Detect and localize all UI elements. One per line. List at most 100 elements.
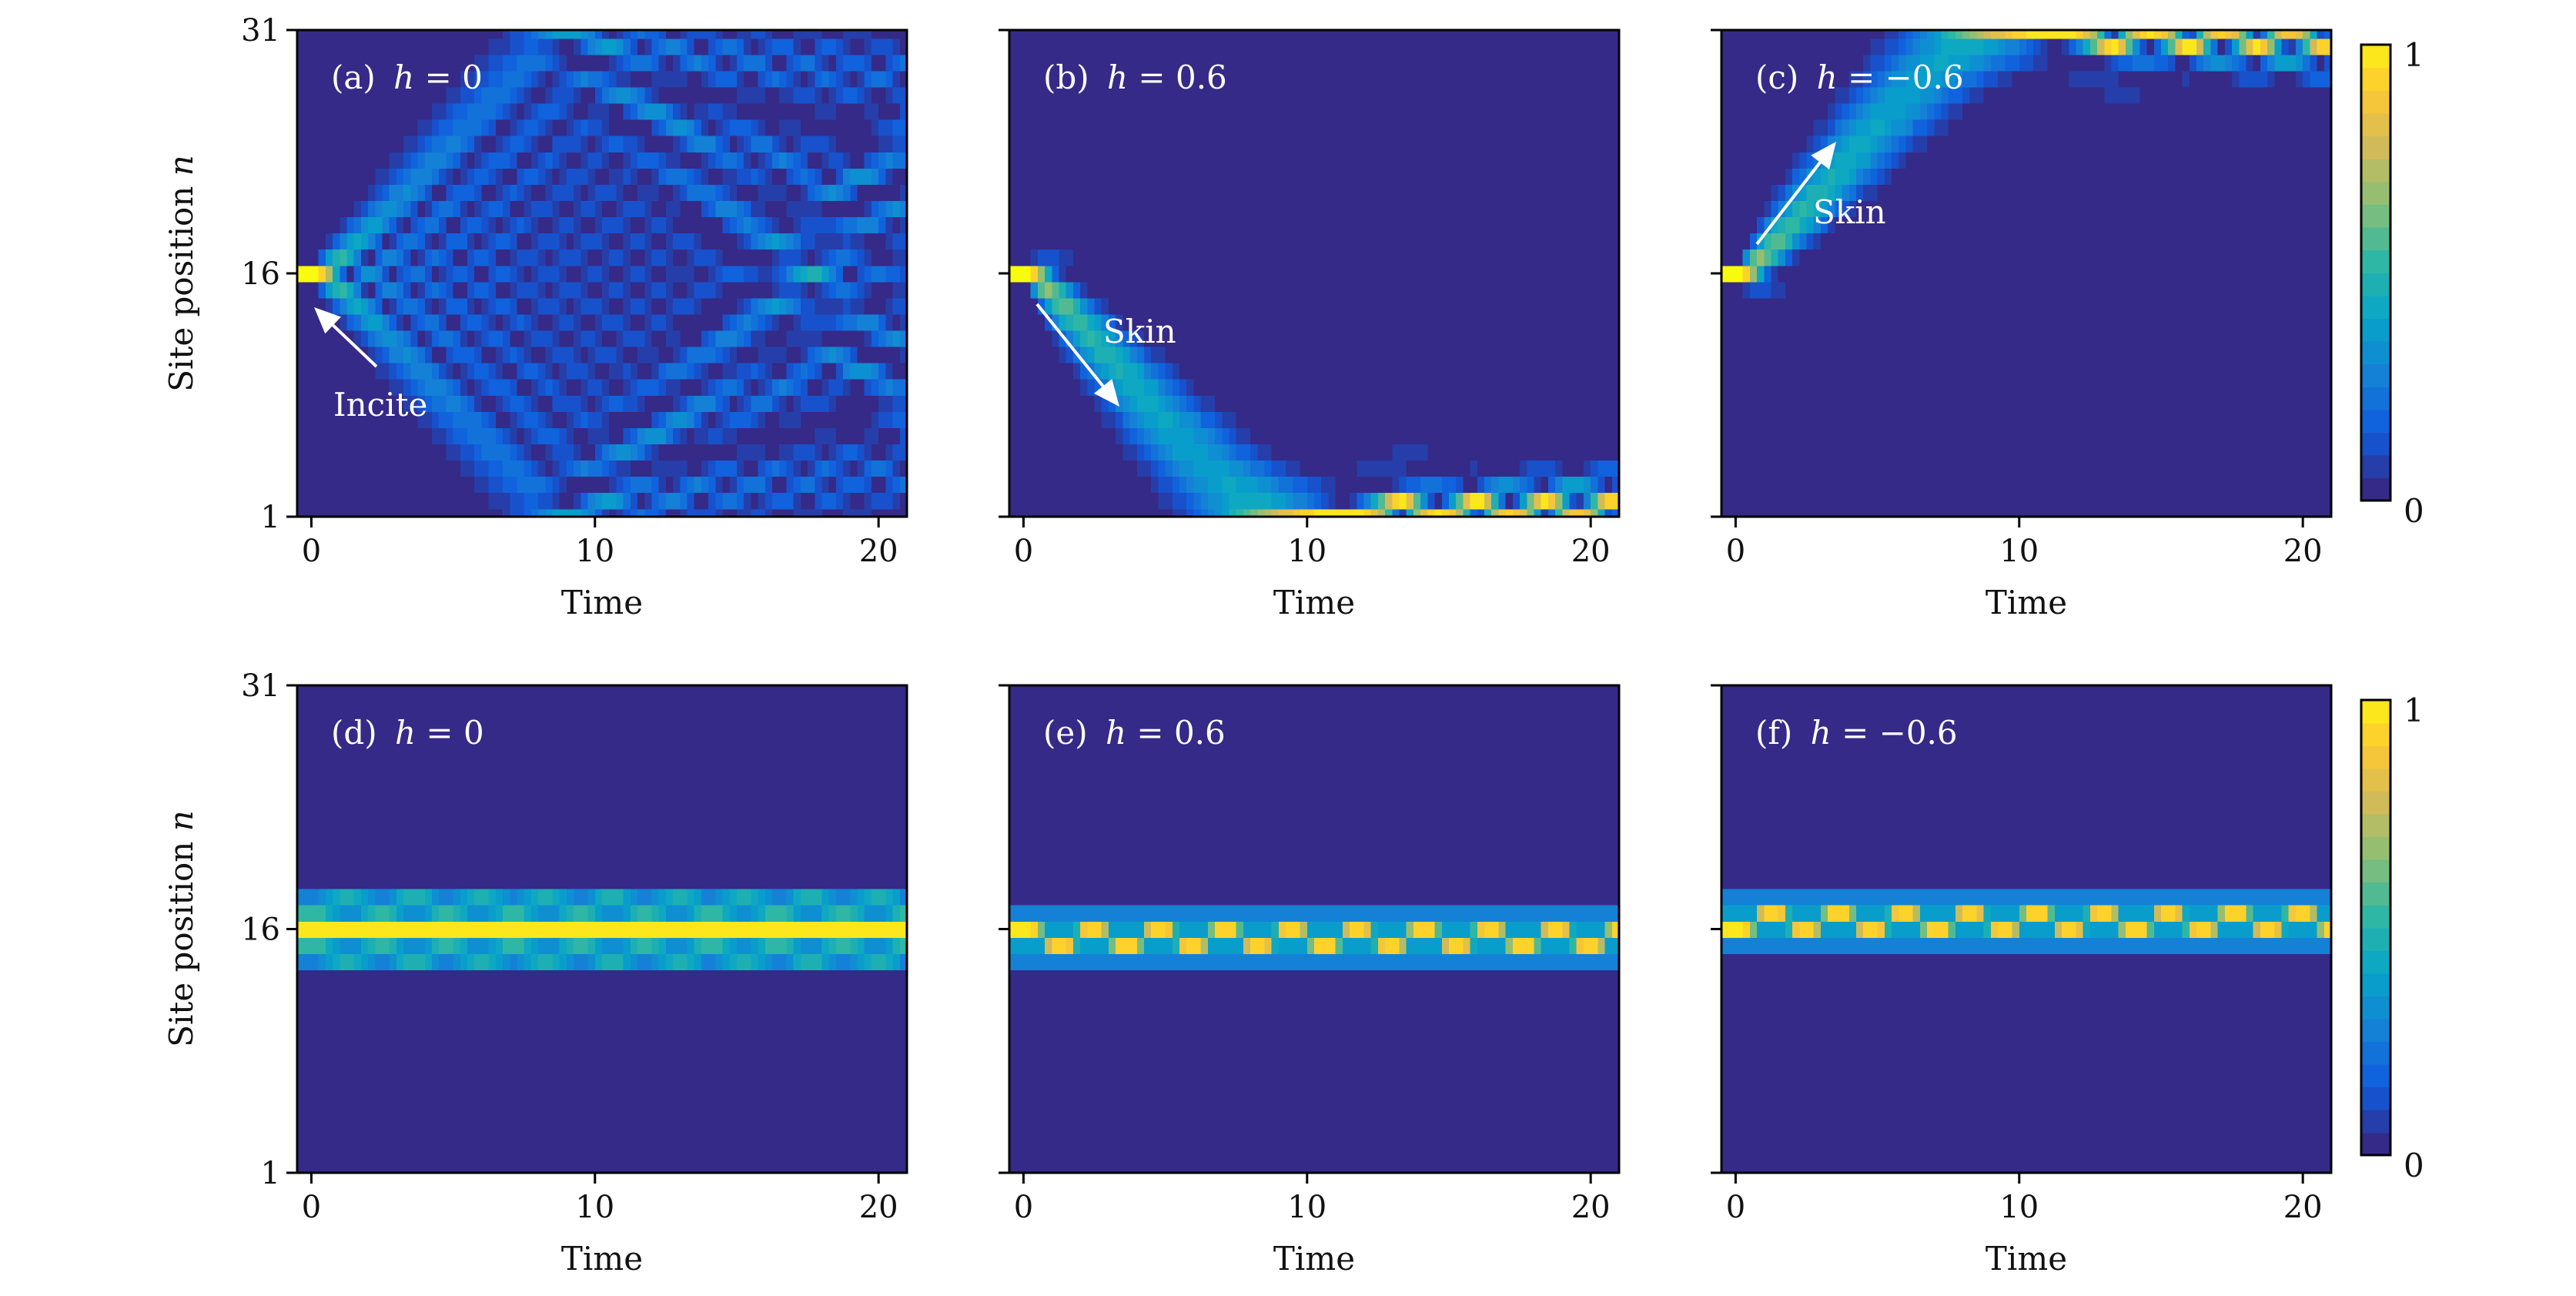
heatmap-cell <box>559 330 567 347</box>
heatmap-cell <box>1342 281 1350 299</box>
heatmap-cell <box>658 152 667 169</box>
heatmap-cell <box>815 297 823 315</box>
heatmap-cell <box>1392 265 1400 283</box>
heatmap-cell <box>1286 411 1294 428</box>
heatmap-cell <box>1179 152 1188 169</box>
heatmap-cell <box>793 330 801 347</box>
heatmap-cell <box>871 460 879 477</box>
heatmap-cell <box>800 119 808 136</box>
heatmap-cell <box>1222 119 1230 136</box>
heatmap-cell <box>530 508 539 517</box>
heatmap-cell <box>878 492 887 510</box>
heatmap-cell <box>828 233 837 250</box>
heatmap-cell <box>772 86 781 104</box>
heatmap-cell <box>1193 313 1202 331</box>
heatmap-cell <box>1456 265 1464 283</box>
heatmap-cell <box>1236 346 1244 363</box>
heatmap-cell <box>1385 152 1393 169</box>
heatmap-cell <box>495 346 503 363</box>
heatmap-cell <box>488 86 497 104</box>
heatmap-cell <box>1222 476 1230 494</box>
heatmap-cell <box>786 102 795 120</box>
heatmap-cell <box>843 184 851 201</box>
heatmap-cell <box>1087 460 1096 477</box>
heatmap-cell <box>368 233 376 250</box>
heatmap-cell <box>424 54 433 72</box>
heatmap-cell <box>1158 476 1166 494</box>
heatmap-cell <box>439 297 447 315</box>
heatmap-cell <box>899 135 907 152</box>
heatmap-cell <box>1420 184 1429 201</box>
heatmap-cell <box>417 30 426 39</box>
heatmap-cell <box>1427 492 1436 510</box>
heatmap-cell <box>1080 330 1089 347</box>
heatmap-cell <box>623 395 631 412</box>
heatmap-cell <box>616 38 624 55</box>
heatmap-cell <box>1463 378 1471 396</box>
heatmap-cell <box>1335 395 1343 412</box>
heatmap-cell <box>318 444 326 461</box>
heatmap-cell <box>1377 508 1386 517</box>
heatmap-cell <box>1314 38 1323 55</box>
heatmap-cell <box>850 38 858 55</box>
heatmap-cell <box>1271 427 1280 444</box>
heatmap-cell <box>1080 54 1089 72</box>
heatmap-cell <box>1143 184 1152 201</box>
heatmap-cell <box>1200 184 1209 201</box>
heatmap-cell <box>680 184 688 201</box>
heatmap-cell <box>1108 86 1116 104</box>
heatmap-cell <box>772 38 781 55</box>
heatmap-cell <box>623 102 631 120</box>
heatmap-cell <box>1512 395 1521 412</box>
heatmap-cell <box>815 54 823 72</box>
heatmap-cell <box>375 200 383 218</box>
heatmap-cell <box>1045 216 1053 234</box>
heatmap-cell <box>864 70 872 88</box>
heatmap-cell <box>318 378 326 396</box>
heatmap-cell <box>467 119 476 136</box>
heatmap-cell <box>1072 508 1081 517</box>
heatmap-cell <box>1335 460 1343 477</box>
heatmap-cell <box>715 444 724 461</box>
heatmap-cell <box>1023 427 1032 444</box>
heatmap-cell <box>1179 70 1188 88</box>
heatmap-cell <box>1470 362 1478 380</box>
heatmap-cell <box>609 249 617 266</box>
heatmap-cell <box>1072 200 1081 218</box>
heatmap-cell <box>630 70 638 88</box>
heatmap-cell <box>1072 476 1081 494</box>
heatmap-cell <box>424 297 433 315</box>
heatmap-cell <box>1377 249 1386 266</box>
heatmap-cell <box>1420 168 1429 185</box>
heatmap-cell <box>311 184 319 201</box>
heatmap-cell <box>850 444 858 461</box>
heatmap-cell <box>821 38 830 55</box>
heatmap-cell <box>1321 362 1330 380</box>
heatmap-cell <box>346 395 355 412</box>
heatmap-cell <box>850 460 858 477</box>
heatmap-cell <box>701 346 709 363</box>
heatmap-cell <box>1335 378 1343 396</box>
heatmap-cell <box>1363 508 1372 517</box>
heatmap-cell <box>1151 86 1159 104</box>
heatmap-cell <box>1151 444 1159 461</box>
heatmap-cell <box>729 30 738 39</box>
heatmap-cell <box>680 427 688 444</box>
heatmap-cell <box>503 460 511 477</box>
heatmap-cell <box>1222 102 1230 120</box>
heatmap-cell <box>495 152 503 169</box>
heatmap-cell <box>665 492 674 510</box>
heatmap-cell <box>1066 508 1074 517</box>
heatmap-cell <box>1505 427 1514 444</box>
heatmap-cell <box>1257 297 1266 315</box>
heatmap-cell <box>1470 492 1478 510</box>
heatmap-cell <box>1520 281 1528 299</box>
heatmap-cell <box>1236 249 1244 266</box>
heatmap-cell <box>1094 86 1102 104</box>
heatmap-cell <box>658 216 667 234</box>
heatmap-cell <box>1143 30 1152 39</box>
heatmap-cell <box>1377 378 1386 396</box>
heatmap-cell <box>333 281 341 299</box>
heatmap-cell <box>1158 233 1166 250</box>
heatmap-cell <box>1363 168 1372 185</box>
